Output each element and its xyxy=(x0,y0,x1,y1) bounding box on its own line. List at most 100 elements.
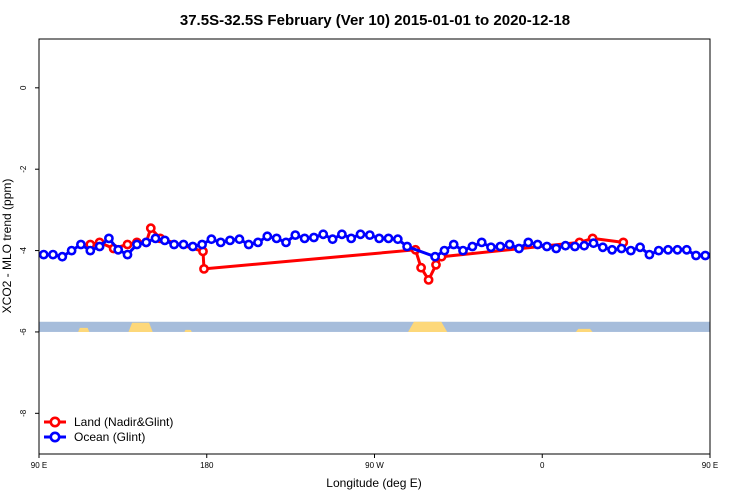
legend-ocean-label: Ocean (Glint) xyxy=(74,430,145,444)
ocean-data-point xyxy=(430,251,440,262)
land-data-point xyxy=(122,239,133,250)
ocean-data-point xyxy=(122,249,133,260)
ocean-data-point xyxy=(597,242,608,253)
land-patch xyxy=(78,327,90,332)
ocean-data-point xyxy=(215,237,226,248)
legend-land-marker xyxy=(49,416,61,428)
ocean-data-point xyxy=(467,241,478,252)
y-tick-label: -4 xyxy=(19,246,28,254)
ocean-data-point xyxy=(458,245,468,256)
ocean-data-point xyxy=(364,230,375,240)
ocean-data-point xyxy=(607,244,617,255)
ocean-data-point xyxy=(76,239,86,250)
y-tick-label: -2 xyxy=(19,165,28,173)
x-tick-label: 180 xyxy=(200,461,214,470)
land-patch xyxy=(408,321,448,332)
ocean-band xyxy=(39,321,710,332)
ocean-data-point xyxy=(383,233,394,244)
land-patch xyxy=(575,328,593,332)
ocean-data-point xyxy=(234,234,245,245)
legend: Land (Nadir&Glint)Ocean (Glint) xyxy=(44,415,173,444)
ocean-data-point xyxy=(486,242,496,253)
ocean-data-point xyxy=(271,233,282,244)
ocean-data-point xyxy=(644,249,655,260)
ocean-data-point xyxy=(560,240,571,251)
ocean-data-point xyxy=(635,242,645,253)
ocean-data-point xyxy=(476,237,487,248)
ocean-data-point xyxy=(48,249,58,260)
ocean-data-point xyxy=(588,238,599,249)
ocean-data-point xyxy=(653,245,664,256)
ocean-data-point xyxy=(104,233,114,244)
ocean-data-point xyxy=(85,245,96,256)
ocean-data-point xyxy=(625,245,636,256)
ocean-data-point xyxy=(346,233,357,244)
ocean-data-point xyxy=(253,237,263,248)
x-tick-label: 90 W xyxy=(365,461,384,470)
ocean-data-point xyxy=(290,230,301,240)
ocean-data-point xyxy=(318,229,329,240)
land-data-point xyxy=(423,274,434,285)
land-data-point xyxy=(199,263,209,274)
ocean-data-point xyxy=(178,239,189,250)
ocean-data-point xyxy=(355,229,366,240)
ocean-data-point xyxy=(141,237,152,248)
ocean-data-point xyxy=(94,241,105,252)
ocean-data-point xyxy=(150,233,161,244)
ocean-data-point xyxy=(169,239,179,250)
ocean-data-point xyxy=(197,239,207,250)
ocean-data-point xyxy=(327,234,338,245)
ocean-data-point xyxy=(672,244,683,255)
ocean-data-point xyxy=(663,244,673,255)
ocean-data-point xyxy=(616,243,627,254)
land-patch xyxy=(128,322,153,332)
legend-ocean-marker xyxy=(49,431,61,443)
y-axis: 0 -2 -4 -6 -8 xyxy=(19,85,39,417)
ocean-data-point xyxy=(113,244,124,255)
x-tick-label: 90 E xyxy=(702,461,718,470)
ocean-data-point xyxy=(308,232,319,243)
ocean-data-point xyxy=(532,239,543,250)
y-axis-label: XCO2 - MLO trend (ppm) xyxy=(0,179,14,314)
ocean-data-point xyxy=(495,241,506,252)
ocean-data-point xyxy=(448,239,459,250)
x-tick-label: 90 E xyxy=(31,461,47,470)
ocean-data-point xyxy=(392,234,403,245)
ocean-data-point xyxy=(700,250,711,261)
land-data-point xyxy=(416,262,426,273)
ocean-data-point xyxy=(402,241,412,252)
ocean-data-point xyxy=(514,243,524,254)
ocean-data-point xyxy=(681,244,692,255)
ocean-data-point xyxy=(66,245,77,256)
ocean-data-point xyxy=(374,233,385,244)
ocean-data-point xyxy=(262,231,273,242)
ocean-data-point xyxy=(281,237,291,248)
x-axis: 90 E 180 90 W 0 90 E xyxy=(31,454,718,470)
chart-title: 37.5S-32.5S February (Ver 10) 2015-01-01… xyxy=(180,12,570,29)
land-patch xyxy=(184,329,192,332)
y-tick-label: 0 xyxy=(19,85,28,90)
ocean-data-point xyxy=(691,250,701,261)
ocean-data-point xyxy=(57,251,68,262)
ocean-data-point xyxy=(131,239,142,250)
ocean-data-point xyxy=(299,233,310,244)
map-strip xyxy=(39,321,710,332)
y-tick-label: -6 xyxy=(19,328,28,336)
ocean-data-point xyxy=(579,240,590,251)
y-tick-label: -8 xyxy=(19,409,28,417)
legend-land-label: Land (Nadir&Glint) xyxy=(74,415,173,429)
ocean-data-point xyxy=(504,239,515,250)
ocean-data-point xyxy=(243,239,254,250)
land-data-point xyxy=(431,259,441,270)
ocean-data-point xyxy=(206,234,217,245)
ocean-data-point xyxy=(159,235,170,246)
ocean-data-point xyxy=(542,241,552,252)
land-data-point xyxy=(145,223,156,234)
ocean-data-point xyxy=(187,241,198,252)
ocean-data-point xyxy=(523,237,534,248)
ocean-data-point xyxy=(38,249,49,260)
ocean-data-point xyxy=(570,241,580,252)
x-tick-label: 0 xyxy=(540,461,545,470)
ocean-data-point xyxy=(225,235,235,246)
